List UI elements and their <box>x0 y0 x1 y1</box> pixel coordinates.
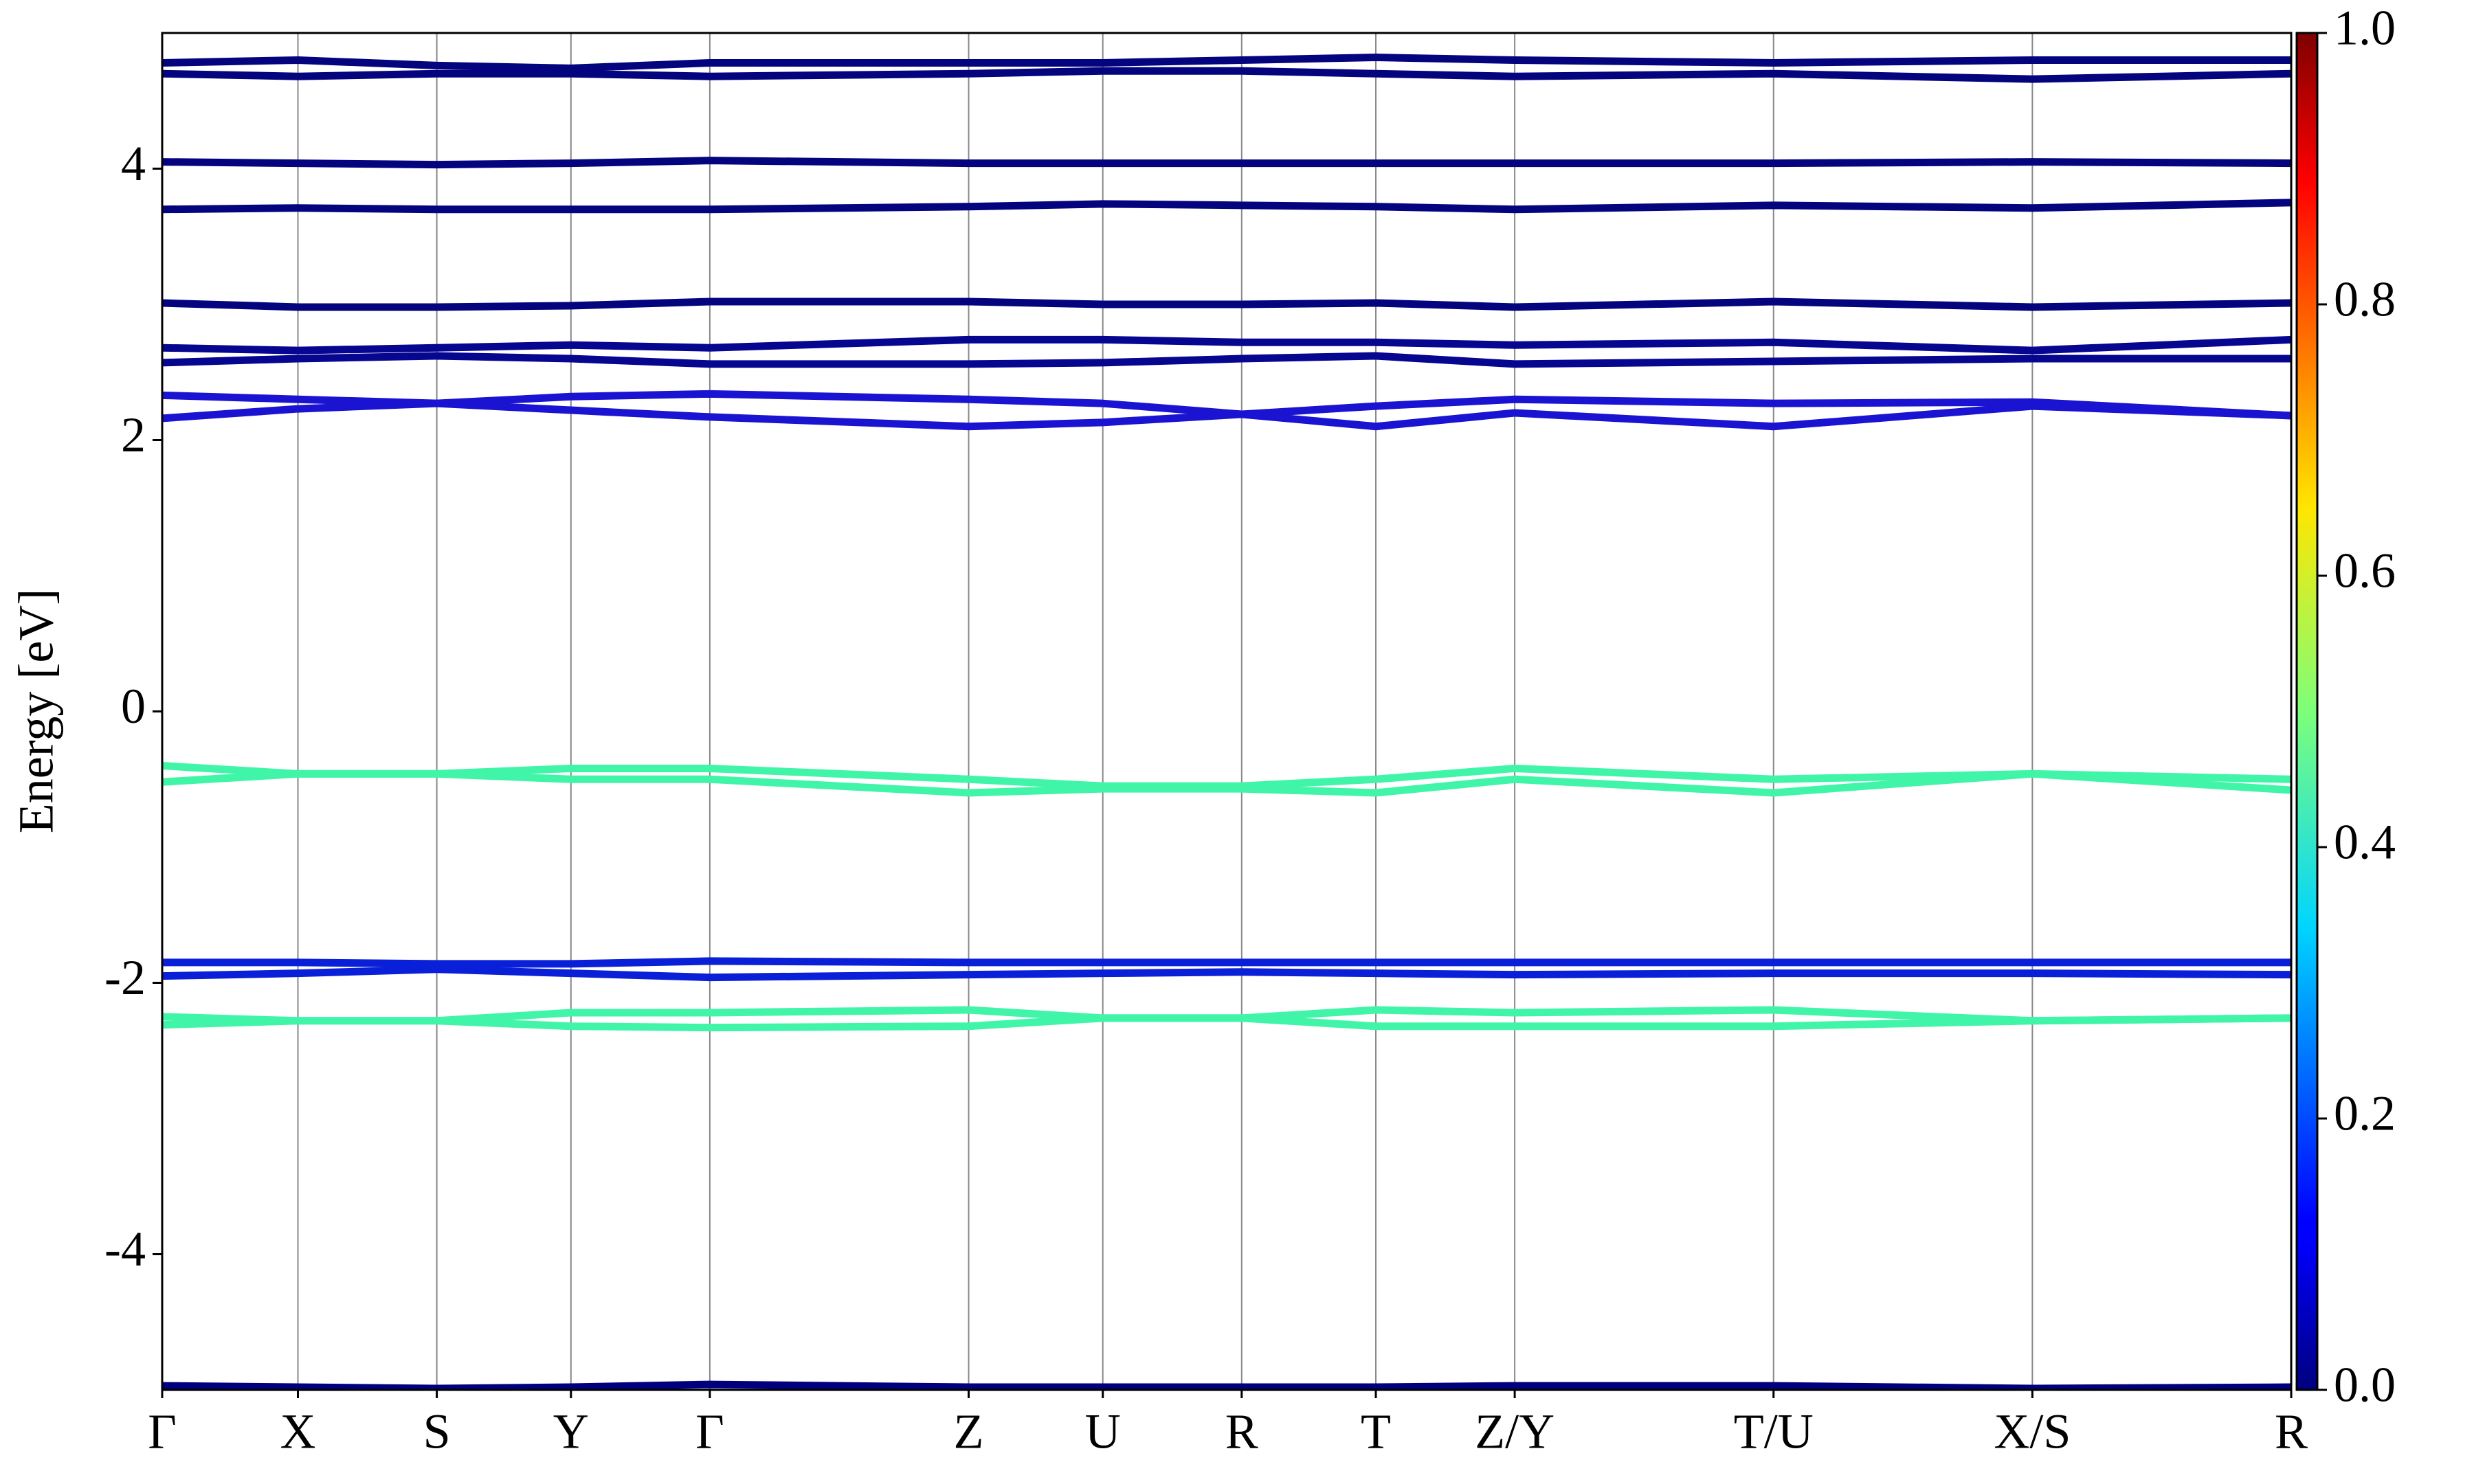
colorbar-tick-label: 0.0 <box>2334 1358 2396 1413</box>
bands <box>162 54 2291 1390</box>
x-tick-label: S <box>423 1404 451 1459</box>
x-tick-label: T/U <box>1734 1404 1814 1459</box>
x-tick-label: R <box>1225 1404 1258 1459</box>
band-line <box>162 965 2291 982</box>
y-tick-label: 4 <box>121 136 146 191</box>
y-tick-label: -4 <box>104 1222 146 1277</box>
y-tick-label: 2 <box>121 407 146 462</box>
band-line <box>162 54 2291 72</box>
band-line <box>162 957 2291 968</box>
band-line <box>162 157 2291 169</box>
band-line <box>162 1380 2291 1390</box>
x-tick-label: T <box>1361 1404 1391 1459</box>
plot-frame <box>161 32 2293 1391</box>
x-tick-label: Z/Y <box>1475 1404 1554 1459</box>
band-line <box>162 199 2291 214</box>
colorbar <box>2295 32 2319 1391</box>
band-line <box>162 297 2291 311</box>
band-line <box>162 399 2291 431</box>
x-tick-label: Z <box>954 1404 984 1459</box>
x-tick-label: Y <box>553 1404 589 1459</box>
band-line <box>162 1014 2291 1032</box>
x-tick-label: X <box>280 1404 316 1459</box>
band-line <box>162 769 2291 797</box>
x-tick-label: X/S <box>1994 1404 2071 1459</box>
y-tick-label: 0 <box>121 679 146 734</box>
band-line <box>162 335 2291 355</box>
colorbar-tick-label: 0.4 <box>2334 815 2396 870</box>
x-tick-label: Γ <box>148 1404 177 1459</box>
x-tick-label: R <box>2275 1404 2308 1459</box>
y-axis-label: Energy [eV] <box>9 589 64 834</box>
colorbar-tick-label: 0.8 <box>2334 272 2396 327</box>
colorbar-tick-label: 0.6 <box>2334 543 2396 598</box>
colorbar-tick-label: 1.0 <box>2334 1 2396 56</box>
x-tick-label: U <box>1085 1404 1121 1459</box>
band-line <box>162 67 2291 83</box>
y-tick-label: -2 <box>104 950 146 1005</box>
colorbar-tick-label: 0.2 <box>2334 1086 2396 1141</box>
band-line <box>162 352 2291 368</box>
x-tick-label: Γ <box>695 1404 724 1459</box>
